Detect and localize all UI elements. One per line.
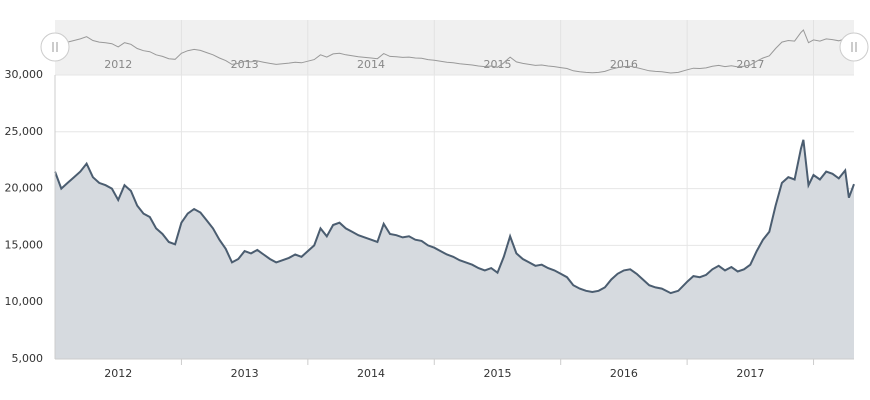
navigator-handle-left[interactable] — [40, 32, 70, 62]
line — [54, 139, 855, 295]
navigator-label: 2012 — [104, 58, 132, 71]
x-tick-label: 2015 — [483, 367, 511, 380]
x-tick-label: 2017 — [736, 367, 764, 380]
navigator-label: 2014 — [357, 58, 385, 71]
navigator-label: 2016 — [610, 58, 638, 71]
x-tick-label: 2013 — [231, 367, 259, 380]
y-tick-label: 5,000 — [12, 352, 44, 365]
x-tick-label: 2012 — [104, 367, 132, 380]
area — [55, 139, 854, 359]
navigator-background — [55, 20, 854, 75]
navigator-handle-right[interactable] — [839, 32, 869, 62]
y-tick-label: 10,000 — [5, 295, 44, 308]
navigator-line — [54, 29, 855, 74]
navigator-label: 2013 — [231, 58, 259, 71]
x-tick-label: 2016 — [610, 367, 638, 380]
y-tick-label: 30,000 — [5, 68, 44, 81]
y-tick-label: 20,000 — [5, 182, 44, 195]
navigator-label: 2015 — [483, 58, 511, 71]
y-tick-label: 15,000 — [5, 238, 44, 251]
x-tick-label: 2014 — [357, 367, 385, 380]
y-tick-label: 25,000 — [5, 125, 44, 138]
